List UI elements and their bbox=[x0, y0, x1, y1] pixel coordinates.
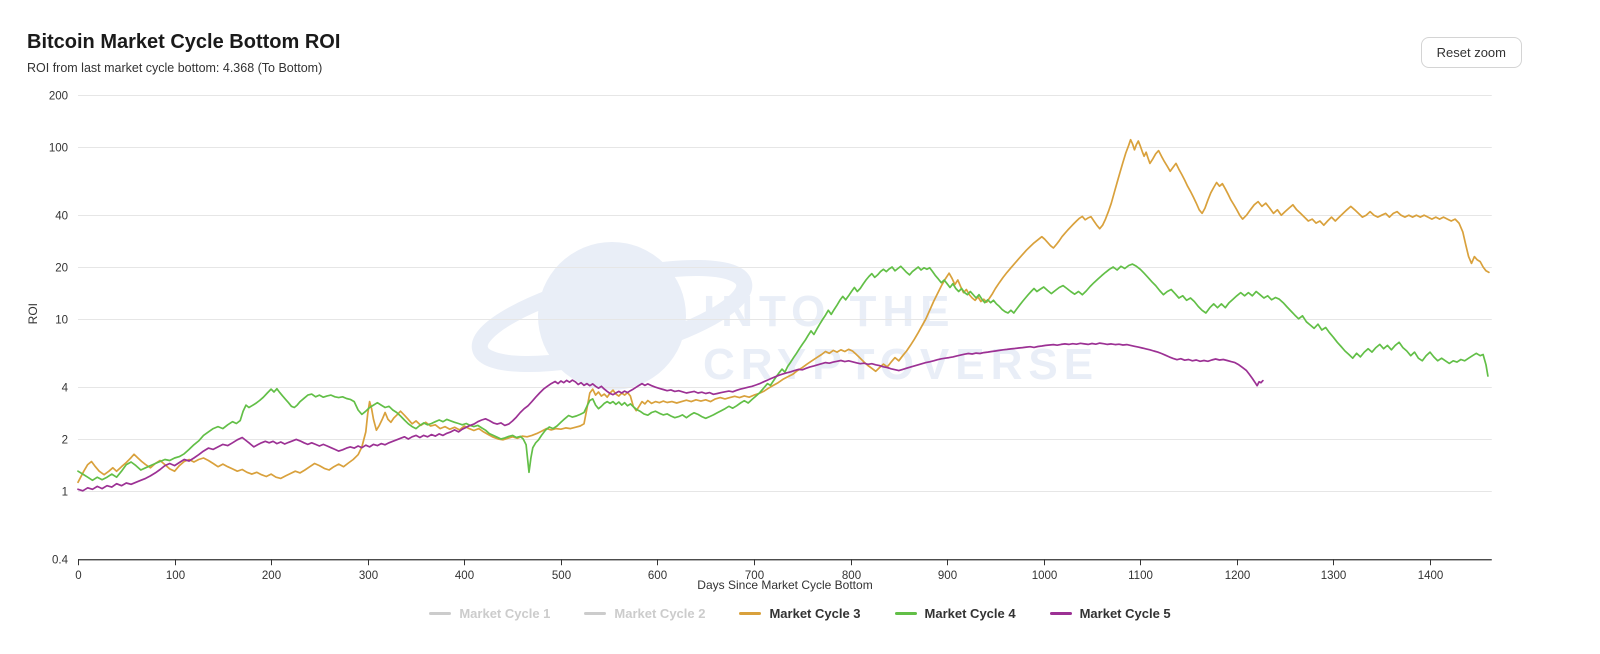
y-tick-label: 2 bbox=[62, 435, 68, 447]
legend: Market Cycle 1 Market Cycle 2 Market Cyc… bbox=[0, 606, 1600, 621]
y-tick-label: 100 bbox=[49, 143, 68, 155]
legend-item-label: Market Cycle 3 bbox=[769, 606, 861, 621]
chart-title: Bitcoin Market Cycle Bottom ROI bbox=[27, 31, 341, 53]
x-tick-label: 700 bbox=[745, 570, 764, 582]
x-tick-label: 500 bbox=[552, 570, 571, 582]
legend-item-market-cycle-4[interactable]: Market Cycle 4 bbox=[894, 606, 1016, 621]
x-tick-label: 600 bbox=[648, 570, 667, 582]
x-tick-label: 800 bbox=[842, 570, 861, 582]
series-path-market-cycle-4 bbox=[77, 263, 1489, 482]
x-tick-label: 200 bbox=[262, 570, 281, 582]
series-dash-icon bbox=[894, 612, 917, 615]
y-tick-label: 20 bbox=[55, 263, 68, 275]
series-dash-icon bbox=[584, 612, 607, 615]
watermark-text-line1: INTO THE bbox=[703, 287, 956, 336]
watermark-planet-icon bbox=[538, 242, 686, 390]
series-dash-icon bbox=[739, 612, 762, 615]
legend-item-market-cycle-5[interactable]: Market Cycle 5 bbox=[1049, 606, 1171, 621]
x-axis-title: Days Since Market Cycle Bottom bbox=[697, 578, 873, 592]
y-tick-label: 10 bbox=[55, 315, 68, 327]
legend-item-market-cycle-2[interactable]: Market Cycle 2 bbox=[584, 606, 705, 621]
x-tick-label: 900 bbox=[938, 570, 957, 582]
y-tick-label: 1 bbox=[62, 487, 68, 499]
x-tick-label: 1400 bbox=[1418, 570, 1444, 582]
reset-zoom-button[interactable]: Reset zoom bbox=[1420, 37, 1522, 68]
watermark-text-line2: CRYPTOVERSE bbox=[703, 340, 1099, 389]
legend-item-market-cycle-1[interactable]: Market Cycle 1 bbox=[429, 606, 550, 621]
series-dash-icon bbox=[1049, 612, 1072, 615]
x-tick-label: 1100 bbox=[1128, 570, 1153, 582]
series-path-market-cycle-3 bbox=[77, 138, 1490, 484]
legend-item-label: Market Cycle 5 bbox=[1079, 606, 1171, 621]
legend-item-label: Market Cycle 1 bbox=[459, 606, 551, 621]
legend-item-label: Market Cycle 4 bbox=[924, 606, 1016, 621]
y-tick-label: 200 bbox=[49, 91, 68, 103]
x-tick-label: 400 bbox=[455, 570, 474, 582]
series-dash-icon bbox=[429, 612, 452, 615]
y-tick-label: 4 bbox=[62, 383, 69, 395]
legend-item-label: Market Cycle 2 bbox=[614, 606, 706, 621]
x-tick-label: 300 bbox=[359, 570, 378, 582]
y-tick-label: 40 bbox=[55, 211, 68, 223]
y-tick-label: 0.4 bbox=[52, 555, 69, 567]
x-tick-label: 0 bbox=[75, 570, 81, 582]
legend-item-market-cycle-3[interactable]: Market Cycle 3 bbox=[739, 606, 861, 621]
y-axis-title: ROI bbox=[26, 303, 40, 325]
x-tick-label: 1000 bbox=[1032, 570, 1058, 582]
x-tick-label: 1200 bbox=[1225, 570, 1251, 582]
series-path-market-cycle-5 bbox=[77, 342, 1264, 492]
x-tick-label: 1300 bbox=[1321, 570, 1347, 582]
x-tick-label: 100 bbox=[166, 570, 185, 582]
chart-subtitle: ROI from last market cycle bottom: 4.368… bbox=[27, 61, 323, 75]
